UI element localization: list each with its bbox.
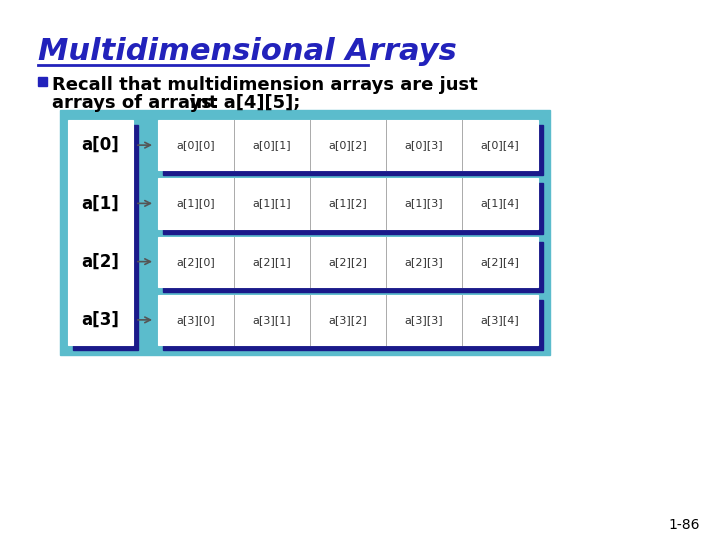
Text: a[1][1]: a[1][1]	[253, 198, 292, 208]
Text: a[1][3]: a[1][3]	[405, 198, 444, 208]
Bar	[158, 237, 538, 287]
Bar	[73, 125, 138, 350]
Bar	[158, 295, 538, 345]
Bar	[60, 110, 550, 355]
Text: a[0][0]: a[0][0]	[176, 140, 215, 150]
Bar	[163, 125, 543, 176]
Text: Multidimensional Arrays: Multidimensional Arrays	[38, 37, 456, 66]
Text: a[3][3]: a[3][3]	[405, 315, 444, 325]
Bar	[158, 120, 538, 170]
Text: a[1][0]: a[1][0]	[176, 198, 215, 208]
Text: a[0][1]: a[0][1]	[253, 140, 292, 150]
Bar	[158, 178, 538, 228]
Text: a[2][2]: a[2][2]	[328, 256, 367, 267]
Text: a[3][0]: a[3][0]	[176, 315, 215, 325]
Text: a[2][3]: a[2][3]	[405, 256, 444, 267]
Text: a[0]: a[0]	[81, 136, 120, 154]
Text: arrays of arrays:: arrays of arrays:	[52, 94, 238, 112]
Text: Recall that multidimension arrays are just: Recall that multidimension arrays are ju…	[52, 76, 478, 94]
Text: a[0][4]: a[0][4]	[481, 140, 519, 150]
Bar	[163, 241, 543, 292]
Text: a[1][2]: a[1][2]	[328, 198, 367, 208]
Bar	[163, 183, 543, 233]
Text: a[2][1]: a[2][1]	[253, 256, 292, 267]
Text: 1-86: 1-86	[668, 518, 700, 532]
Text: a[2][4]: a[2][4]	[480, 256, 519, 267]
Text: a[3][2]: a[3][2]	[328, 315, 367, 325]
Text: a[3]: a[3]	[81, 311, 120, 329]
Text: a[2]: a[2]	[81, 253, 120, 271]
Bar	[38, 77, 47, 86]
Bar	[163, 300, 543, 350]
Text: a[3][1]: a[3][1]	[253, 315, 292, 325]
Text: a[0][2]: a[0][2]	[328, 140, 367, 150]
Text: a[2][0]: a[2][0]	[176, 256, 215, 267]
Text: a[3][4]: a[3][4]	[481, 315, 519, 325]
Text: a[1][4]: a[1][4]	[481, 198, 519, 208]
Text: a[0][3]: a[0][3]	[405, 140, 444, 150]
Text: a[1]: a[1]	[81, 194, 120, 212]
Text: int a[4][5];: int a[4][5];	[190, 94, 300, 112]
Bar	[68, 120, 133, 345]
